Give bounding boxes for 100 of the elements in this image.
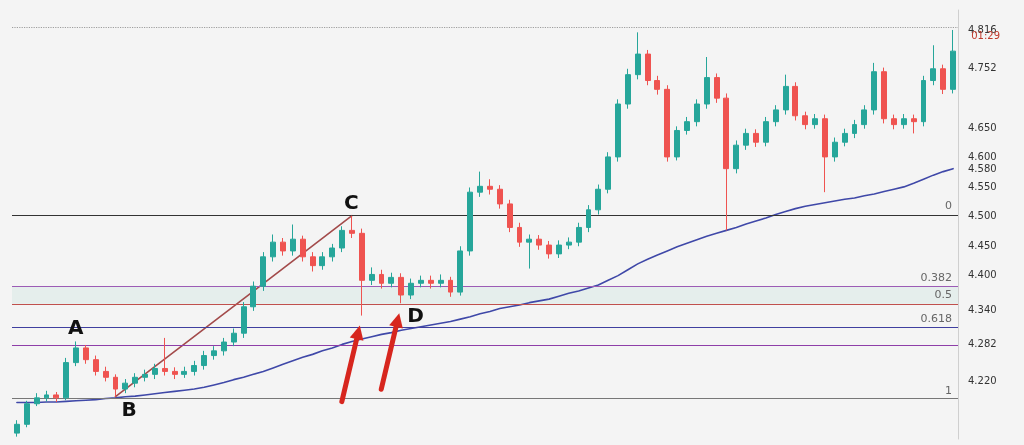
candlestick bbox=[428, 275, 434, 290]
candlestick bbox=[940, 64, 946, 95]
candlestick bbox=[654, 75, 660, 96]
candlestick bbox=[191, 360, 197, 377]
candlestick bbox=[339, 225, 345, 253]
candlestick bbox=[881, 67, 887, 124]
candlestick bbox=[319, 251, 325, 271]
annotation: D bbox=[407, 303, 424, 328]
candlestick bbox=[802, 111, 808, 130]
candlestick bbox=[861, 104, 867, 130]
candlestick bbox=[467, 186, 473, 257]
candlestick bbox=[773, 104, 779, 127]
candlestick bbox=[24, 400, 30, 428]
candlestick bbox=[595, 184, 601, 216]
line-series bbox=[16, 167, 954, 404]
candlestick bbox=[822, 114, 828, 193]
candlestick bbox=[704, 56, 710, 110]
candlestick bbox=[260, 251, 266, 292]
candlestick bbox=[63, 357, 69, 401]
candlestick bbox=[132, 372, 138, 388]
candlestick bbox=[812, 113, 818, 130]
candlestick bbox=[536, 234, 542, 251]
candlestick bbox=[152, 363, 158, 380]
candlestick bbox=[743, 128, 749, 151]
candlestick bbox=[507, 199, 513, 233]
candlestick bbox=[379, 269, 384, 290]
candlestick bbox=[142, 369, 148, 382]
candlestick bbox=[349, 215, 355, 239]
candlestick bbox=[911, 114, 917, 134]
annotation: 0 bbox=[945, 199, 952, 213]
candlestick bbox=[477, 171, 483, 198]
annotation: 0.5 bbox=[934, 287, 952, 301]
y-tick-label: 4.580 bbox=[968, 163, 997, 175]
candlestick bbox=[753, 128, 759, 148]
candlestick bbox=[783, 74, 789, 116]
candlestick bbox=[674, 125, 680, 161]
candlestick bbox=[517, 222, 522, 248]
annotation: 0.382 bbox=[920, 270, 952, 284]
y-tick-label: 4.282 bbox=[968, 338, 997, 350]
y-tick-label: 4.500 bbox=[968, 210, 997, 222]
candlestick bbox=[290, 224, 296, 257]
candlestick bbox=[852, 119, 857, 139]
y-tick-label: 4.450 bbox=[968, 239, 997, 251]
y-tick-label: 4.600 bbox=[968, 151, 997, 163]
candlestick bbox=[300, 235, 306, 263]
candlestick bbox=[891, 114, 897, 130]
candlestick bbox=[921, 75, 926, 127]
candlestick bbox=[310, 251, 316, 273]
candlestick bbox=[388, 272, 394, 288]
candlestick bbox=[586, 204, 591, 233]
candlestick bbox=[871, 62, 877, 116]
candlestick bbox=[763, 116, 769, 147]
candlestick bbox=[418, 275, 424, 288]
candlestick bbox=[723, 92, 729, 231]
candlestick bbox=[526, 233, 532, 270]
candlestick bbox=[408, 278, 414, 300]
candlestick bbox=[162, 337, 168, 377]
candlestick bbox=[221, 337, 227, 357]
candlestick bbox=[497, 184, 503, 210]
candlestick bbox=[172, 366, 178, 380]
candlestick bbox=[625, 68, 631, 110]
candlestick bbox=[53, 391, 59, 403]
candlestick bbox=[270, 233, 276, 263]
candlestick bbox=[556, 239, 562, 259]
candlestick bbox=[792, 81, 798, 121]
candlestick bbox=[83, 344, 89, 365]
candlestick bbox=[34, 392, 40, 407]
candlestick bbox=[635, 31, 641, 80]
candlestick bbox=[448, 276, 453, 298]
candlestick bbox=[576, 222, 582, 247]
candlestick bbox=[842, 128, 848, 147]
candlestick bbox=[950, 29, 956, 94]
candlestick bbox=[201, 350, 207, 371]
candlestick bbox=[122, 378, 128, 394]
candlestick bbox=[44, 390, 49, 402]
candlestick bbox=[93, 355, 99, 377]
y-tick-label: 4.752 bbox=[968, 62, 997, 74]
candlestick bbox=[714, 72, 720, 104]
annotation: B bbox=[121, 396, 137, 421]
annotation: C bbox=[343, 189, 359, 214]
candlestick bbox=[457, 245, 463, 297]
candlestick bbox=[250, 281, 256, 312]
candlestick bbox=[329, 243, 335, 263]
annotation: 0.618 bbox=[920, 311, 952, 325]
y-tick-label: 4.400 bbox=[968, 268, 997, 280]
candlestick bbox=[605, 151, 611, 194]
y-tick-label: 4.340 bbox=[968, 304, 997, 316]
candlestick bbox=[546, 240, 552, 260]
candlestick bbox=[398, 272, 404, 304]
candlestick bbox=[733, 139, 739, 174]
candlestick bbox=[211, 345, 217, 361]
candlestick bbox=[645, 49, 651, 86]
annotation: 1 bbox=[945, 383, 952, 397]
candlestick bbox=[901, 113, 907, 130]
candlestick bbox=[566, 236, 572, 250]
candlestick bbox=[280, 237, 286, 257]
candlestick bbox=[103, 366, 109, 382]
candlestick bbox=[832, 137, 838, 163]
y-tick-label: 4.550 bbox=[968, 180, 997, 192]
y-tick-label: 4.650 bbox=[968, 122, 997, 134]
